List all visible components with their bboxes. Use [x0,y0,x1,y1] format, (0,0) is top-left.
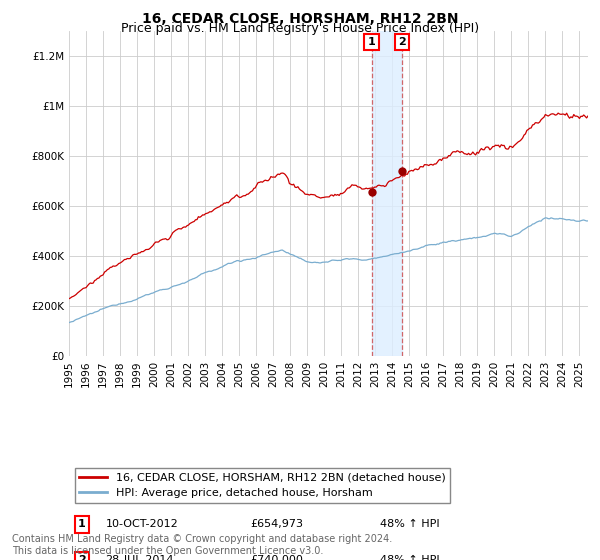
Bar [371,31,402,356]
Text: Contains HM Land Registry data © Crown copyright and database right 2024.
This d: Contains HM Land Registry data © Crown c… [12,534,392,556]
Text: 1: 1 [368,37,376,47]
Text: 1: 1 [78,520,86,530]
Text: £740,000: £740,000 [251,555,304,560]
Legend: 16, CEDAR CLOSE, HORSHAM, RH12 2BN (detached house), HPI: Average price, detache: 16, CEDAR CLOSE, HORSHAM, RH12 2BN (deta… [74,468,450,503]
Text: 16, CEDAR CLOSE, HORSHAM, RH12 2BN: 16, CEDAR CLOSE, HORSHAM, RH12 2BN [142,12,458,26]
Text: Price paid vs. HM Land Registry's House Price Index (HPI): Price paid vs. HM Land Registry's House … [121,22,479,35]
Text: 48% ↑ HPI: 48% ↑ HPI [380,520,440,530]
Text: 2: 2 [398,37,406,47]
Text: 28-JUL-2014: 28-JUL-2014 [106,555,174,560]
Text: 2: 2 [78,555,86,560]
Text: 48% ↑ HPI: 48% ↑ HPI [380,555,440,560]
Text: £654,973: £654,973 [251,520,304,530]
Text: 10-OCT-2012: 10-OCT-2012 [106,520,178,530]
